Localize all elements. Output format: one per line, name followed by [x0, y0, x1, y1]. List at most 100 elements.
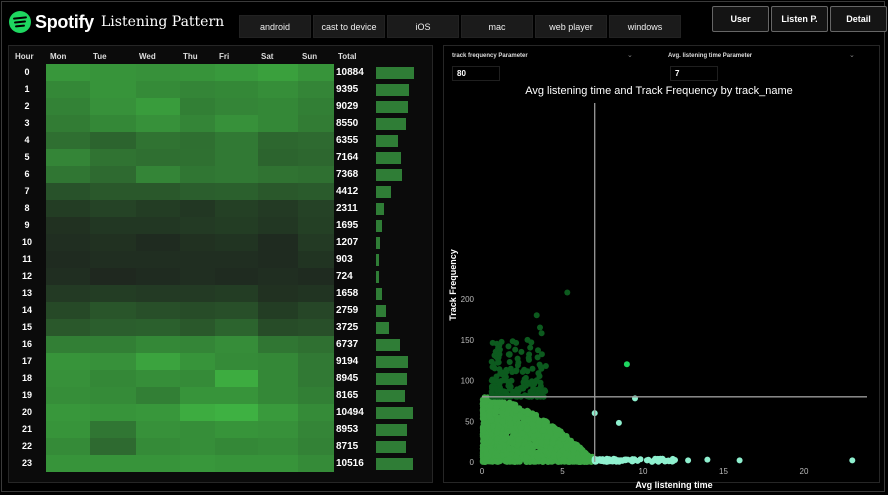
heatmap-cell[interactable] — [298, 64, 334, 81]
heatmap-cell[interactable] — [136, 438, 180, 455]
heatmap-cell[interactable] — [180, 268, 215, 285]
heatmap-cell[interactable] — [90, 455, 136, 472]
heatmap-cell[interactable] — [258, 285, 298, 302]
heatmap-cell[interactable] — [180, 251, 215, 268]
heatmap-cell[interactable] — [215, 319, 258, 336]
heatmap-cell[interactable] — [90, 404, 136, 421]
heatmap-cell[interactable] — [180, 98, 215, 115]
heatmap-cell[interactable] — [258, 336, 298, 353]
heatmap-cell[interactable] — [180, 200, 215, 217]
heatmap-cell[interactable] — [136, 268, 180, 285]
heatmap-cell[interactable] — [180, 166, 215, 183]
heatmap-cell[interactable] — [136, 387, 180, 404]
heatmap-cell[interactable] — [90, 285, 136, 302]
heatmap-cell[interactable] — [258, 387, 298, 404]
heatmap-cell[interactable] — [258, 132, 298, 149]
heatmap-cell[interactable] — [298, 268, 334, 285]
heatmap-cell[interactable] — [136, 404, 180, 421]
heatmap-cell[interactable] — [46, 217, 90, 234]
heatmap-cell[interactable] — [180, 183, 215, 200]
heatmap-cell[interactable] — [46, 404, 90, 421]
heatmap-cell[interactable] — [136, 353, 180, 370]
heatmap-cell[interactable] — [258, 455, 298, 472]
heatmap-cell[interactable] — [258, 64, 298, 81]
heatmap-cell[interactable] — [215, 115, 258, 132]
heatmap-cell[interactable] — [136, 183, 180, 200]
heatmap-cell[interactable] — [298, 166, 334, 183]
heatmap-cell[interactable] — [215, 81, 258, 98]
heatmap-cell[interactable] — [136, 285, 180, 302]
heatmap-cell[interactable] — [136, 64, 180, 81]
heatmap-cell[interactable] — [215, 64, 258, 81]
heatmap-cell[interactable] — [258, 268, 298, 285]
heatmap-cell[interactable] — [180, 234, 215, 251]
heatmap-cell[interactable] — [258, 404, 298, 421]
heatmap-cell[interactable] — [46, 336, 90, 353]
heatmap-cell[interactable] — [180, 455, 215, 472]
heatmap-cell[interactable] — [215, 404, 258, 421]
heatmap-cell[interactable] — [258, 81, 298, 98]
heatmap-cell[interactable] — [215, 166, 258, 183]
heatmap-cell[interactable] — [298, 200, 334, 217]
heatmap-cell[interactable] — [258, 115, 298, 132]
heatmap-cell[interactable] — [258, 217, 298, 234]
heatmap-cell[interactable] — [215, 370, 258, 387]
heatmap-cell[interactable] — [46, 81, 90, 98]
heatmap-cell[interactable] — [215, 149, 258, 166]
heatmap-cell[interactable] — [215, 183, 258, 200]
heatmap-cell[interactable] — [298, 353, 334, 370]
heatmap-cell[interactable] — [136, 115, 180, 132]
heatmap-cell[interactable] — [258, 149, 298, 166]
heatmap-cell[interactable] — [180, 302, 215, 319]
heatmap-cell[interactable] — [46, 455, 90, 472]
heatmap-cell[interactable] — [298, 438, 334, 455]
heatmap-cell[interactable] — [258, 200, 298, 217]
heatmap-cell[interactable] — [90, 132, 136, 149]
heatmap-cell[interactable] — [46, 64, 90, 81]
heatmap-cell[interactable] — [258, 166, 298, 183]
heatmap-cell[interactable] — [215, 200, 258, 217]
tab-mac[interactable]: mac — [461, 15, 533, 38]
heatmap-cell[interactable] — [298, 132, 334, 149]
heatmap-cell[interactable] — [215, 387, 258, 404]
tab-windows[interactable]: windows — [609, 15, 681, 38]
tab-ios[interactable]: iOS — [387, 15, 459, 38]
tab-cast-to-device[interactable]: cast to device — [313, 15, 385, 38]
heatmap-cell[interactable] — [136, 421, 180, 438]
nav-detail-button[interactable]: Detail — [830, 6, 887, 32]
heatmap-cell[interactable] — [46, 183, 90, 200]
heatmap-cell[interactable] — [180, 421, 215, 438]
heatmap-cell[interactable] — [298, 285, 334, 302]
heatmap-cell[interactable] — [180, 319, 215, 336]
nav-user-button[interactable]: User — [712, 6, 769, 32]
chevron-down-icon[interactable]: ⌄ — [849, 52, 855, 59]
heatmap-cell[interactable] — [298, 234, 334, 251]
heatmap-cell[interactable] — [180, 149, 215, 166]
heatmap-cell[interactable] — [180, 404, 215, 421]
chevron-down-icon[interactable]: ⌄ — [627, 52, 633, 59]
heatmap-cell[interactable] — [180, 217, 215, 234]
heatmap-cell[interactable] — [136, 98, 180, 115]
heatmap-cell[interactable] — [90, 81, 136, 98]
heatmap-cell[interactable] — [180, 370, 215, 387]
heatmap-cell[interactable] — [46, 302, 90, 319]
heatmap-cell[interactable] — [298, 98, 334, 115]
heatmap-cell[interactable] — [90, 336, 136, 353]
heatmap-cell[interactable] — [258, 251, 298, 268]
heatmap-cell[interactable] — [258, 183, 298, 200]
track-frequency-param-input[interactable]: 80 — [452, 66, 500, 81]
heatmap-cell[interactable] — [136, 132, 180, 149]
heatmap-cell[interactable] — [46, 319, 90, 336]
heatmap-cell[interactable] — [46, 251, 90, 268]
heatmap-cell[interactable] — [180, 353, 215, 370]
heatmap-cell[interactable] — [180, 336, 215, 353]
heatmap-cell[interactable] — [90, 115, 136, 132]
heatmap-cell[interactable] — [90, 64, 136, 81]
heatmap-cell[interactable] — [136, 149, 180, 166]
heatmap-cell[interactable] — [136, 81, 180, 98]
heatmap-cell[interactable] — [298, 183, 334, 200]
heatmap-cell[interactable] — [298, 387, 334, 404]
heatmap-cell[interactable] — [298, 370, 334, 387]
heatmap-cell[interactable] — [90, 421, 136, 438]
heatmap-cell[interactable] — [180, 64, 215, 81]
